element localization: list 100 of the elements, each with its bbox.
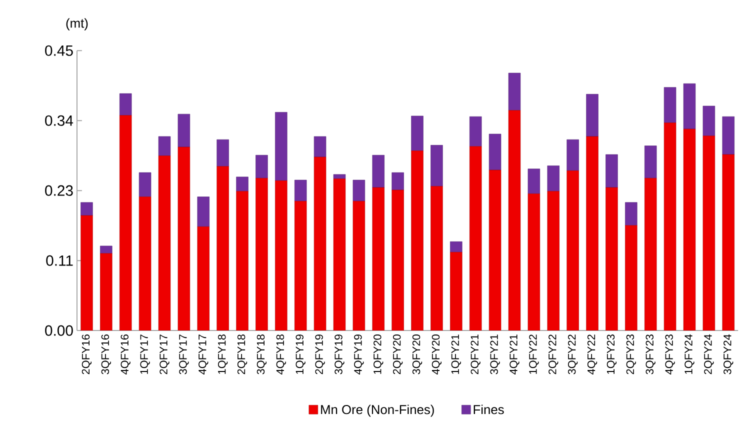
x-tick-label: 3QFY21 — [490, 334, 500, 374]
x-tick-label: 3QFY17 — [179, 334, 189, 374]
bar — [722, 154, 734, 331]
bar — [722, 116, 734, 155]
bar — [236, 191, 248, 331]
bar — [702, 136, 716, 331]
bar — [138, 172, 152, 198]
x-tick-label: 1QFY24 — [684, 334, 694, 374]
bar — [625, 202, 638, 226]
bar — [566, 170, 579, 331]
x-tick-label: 2QFY22 — [548, 334, 558, 374]
x-tick-label: 1QFY19 — [296, 334, 306, 374]
bar — [178, 114, 190, 148]
bar — [644, 178, 657, 331]
bar — [372, 155, 384, 188]
bar — [197, 226, 210, 331]
x-tick-label: 2QFY23 — [626, 334, 636, 374]
bar — [528, 168, 540, 194]
legend-label: Fines — [474, 404, 504, 414]
bar — [178, 146, 190, 331]
bar — [197, 196, 210, 227]
bar — [275, 112, 288, 181]
bar — [314, 156, 326, 331]
bar — [392, 190, 404, 331]
bar — [547, 191, 560, 331]
bar — [528, 194, 540, 331]
x-tick-label: 1QFY18 — [218, 334, 228, 374]
bar — [411, 116, 424, 151]
x-tick-label: 2QFY19 — [315, 334, 325, 374]
x-tick-label: 3QFY23 — [646, 334, 656, 374]
bar — [80, 202, 93, 216]
x-tick-label: 3QFY18 — [256, 334, 267, 374]
bar — [664, 87, 676, 124]
x-tick-label: 3QFY24 — [724, 334, 734, 374]
bar — [450, 252, 462, 331]
bar — [488, 134, 502, 170]
bar — [100, 253, 112, 331]
bar — [586, 94, 598, 137]
x-tick-label: 2QFY21 — [470, 334, 480, 374]
x-tick-label: 3QFY16 — [101, 334, 111, 374]
bar — [488, 170, 502, 331]
bar — [256, 155, 268, 178]
bar — [333, 178, 346, 331]
bar — [294, 180, 307, 202]
bar — [138, 196, 152, 331]
bar — [352, 180, 366, 202]
bar — [469, 146, 482, 331]
x-tick-label: 4QFY22 — [587, 334, 598, 375]
bar — [450, 242, 462, 252]
x-tick-label: 4QFY17 — [198, 334, 208, 375]
x-tick-label: 4QFY16 — [120, 334, 130, 375]
bar — [547, 166, 560, 192]
x-tick-label: 2QFY16 — [82, 334, 92, 374]
x-tick-label: 1QFY23 — [606, 334, 617, 374]
bar — [352, 201, 366, 331]
bar — [158, 136, 171, 156]
x-tick-label: 4QFY20 — [432, 334, 442, 375]
x-tick-label: 2QFY18 — [237, 334, 248, 374]
bar — [625, 225, 638, 331]
bar — [314, 136, 326, 158]
legend-label: Mn Ore (Non-Fines) — [321, 404, 434, 417]
x-tick-label: 4QFY21 — [510, 334, 520, 375]
x-tick-label: 1QFY20 — [374, 334, 384, 374]
bar — [100, 246, 112, 254]
bar — [216, 166, 229, 331]
y-axis-title: (mt) — [66, 18, 88, 30]
bar — [702, 106, 716, 136]
x-tick-label: 3QFY22 — [568, 334, 578, 374]
y-tick-label: 0.45 — [45, 45, 73, 56]
bar — [275, 180, 288, 331]
bar — [411, 150, 424, 331]
bar — [508, 72, 521, 111]
y-tick-label: 0.00 — [45, 325, 73, 336]
bar — [80, 215, 93, 331]
x-tick-label: 4QFY18 — [276, 334, 286, 375]
bar — [606, 187, 618, 331]
x-tick-label: 1QFY22 — [529, 334, 539, 374]
y-tick-label: 0.11 — [46, 255, 73, 266]
x-tick-label: 2QFY17 — [160, 334, 170, 374]
bar — [294, 201, 307, 331]
bar — [120, 115, 132, 331]
x-tick-label: 4QFY19 — [354, 334, 364, 375]
bar — [430, 145, 443, 186]
bar — [469, 116, 482, 147]
bar — [120, 93, 132, 116]
bar — [586, 136, 598, 331]
x-tick-label: 2QFY24 — [704, 334, 714, 374]
bar — [372, 187, 384, 331]
x-tick-label: 2QFY20 — [392, 334, 403, 374]
bar — [683, 128, 696, 331]
bar — [430, 186, 443, 331]
x-tick-label: 1QFY21 — [451, 334, 461, 374]
bar — [392, 172, 404, 190]
bar — [606, 154, 618, 188]
y-tick-label: 0.34 — [45, 115, 74, 126]
bar — [158, 156, 171, 331]
x-tick-label: 3QFY19 — [334, 334, 344, 374]
bar — [508, 110, 521, 331]
bar — [256, 178, 268, 331]
x-tick-label: 3QFY20 — [412, 334, 422, 374]
